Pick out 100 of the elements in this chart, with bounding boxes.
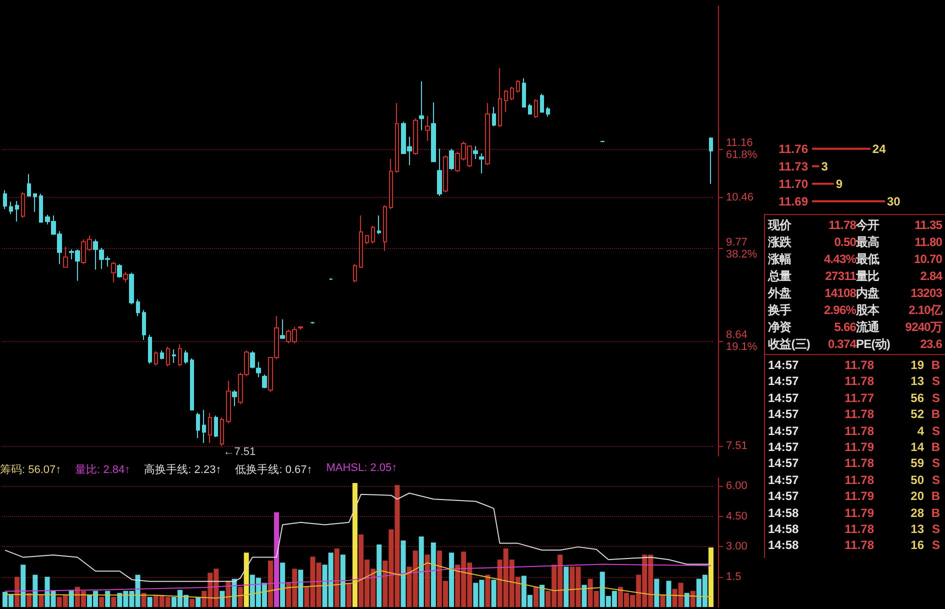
text: 涨幅 [768,251,792,267]
text: 11.79 [844,439,874,456]
text: 10.70 [912,251,942,267]
y-tick-label: 9.77 38.2% [726,236,758,261]
text: 20 [910,488,924,505]
text: 27311 [824,268,856,284]
text: 11.78 [844,455,874,472]
y-tick-label: 11.73 [778,159,808,174]
text: 4 [916,422,924,440]
y-tick-label: 11.70 [778,176,808,191]
text: 5.66 [833,319,856,335]
text: 净资 [768,319,792,335]
text: 14:57 [768,357,800,374]
text: 14:58 [768,537,800,554]
data-label: 30 [887,194,901,208]
y-tick-label: 1.5 [726,570,742,583]
y-tick-label: 10.46 [726,191,754,204]
text: 14:57 [768,373,800,390]
text: 11.78 [844,422,874,440]
text: 11.78 [844,373,874,390]
text: 16 [910,537,924,554]
y-tick-label: 11.76 [778,142,808,156]
text: 11.77 [844,390,874,406]
text: 11.78 [844,521,874,538]
text: 11.78 [844,357,874,374]
text: 最低 [856,251,880,267]
text: 流通 [856,319,880,335]
data-label: 3 [821,159,828,174]
text: S [930,390,940,406]
text: 50 [910,472,924,488]
text: 14:57 [768,439,800,456]
y-tick-label: 11.69 [778,194,808,208]
text: MAHSL: 2.05↑ [326,462,398,476]
text: 11.79 [844,504,874,522]
annotation: ←7.51 [223,446,256,458]
text: 2.96% [822,302,856,318]
text: 2.84 [919,268,942,284]
text: S [930,521,940,538]
text: 59 [910,455,924,472]
text: 14:57 [768,472,800,488]
text: B [930,488,940,505]
text: 13 [910,373,924,390]
text: 量比: 2.84↑ [75,463,130,477]
text: 23.6 [919,336,942,352]
text: S [930,472,940,488]
y-tick-label: 11.16 61.8% [726,136,758,161]
text: 56 [910,390,924,406]
text: 14:57 [768,406,800,423]
text: 52 [910,406,924,423]
text: 最高 [856,234,880,250]
text: 11.35 [914,217,942,233]
text: 14:57 [768,455,800,472]
text: S [930,373,940,390]
text: PE(动) [856,336,892,352]
text: 14:58 [768,504,800,522]
text: 高换手线: 2.23↑ [144,462,222,477]
text: S [930,455,940,472]
text: 13203 [910,285,942,301]
text: 换手 [768,302,792,318]
text: 9240万 [904,319,942,335]
text: B [930,504,940,522]
text: 量比 [856,268,880,284]
text: 内盘 [856,285,880,301]
data-label: 24 [872,142,886,156]
text: 14 [910,439,924,456]
data-label: 9 [836,176,843,191]
y-tick-label: 4.50 [726,510,748,522]
y-tick-label: 7.51 [726,440,748,452]
text: 股本 [856,302,880,318]
y-tick-label: 3.00 [726,540,748,553]
text: 14108 [824,285,856,301]
text: 11.80 [914,234,942,250]
text: B [930,357,940,374]
text: 外盘 [768,285,792,301]
text: 11.78 [844,472,874,488]
text: 0.374 [826,336,856,352]
text: 14:57 [768,390,800,406]
text: 低换手线: 0.67↑ [235,463,312,477]
text: 13 [910,521,924,538]
text: 14:57 [768,422,800,440]
text: 现价 [768,217,792,233]
text: 14:57 [768,488,800,505]
text: 28 [910,504,924,522]
text: 今开 [856,217,880,233]
text: 11.78 [828,217,856,233]
text: S [930,422,940,440]
text: 19 [910,357,924,374]
text: 11.78 [844,406,874,423]
text: 涨跌 [768,234,792,250]
text: 收益(三) [768,336,811,352]
text: 4.43% [822,251,856,267]
text: 0.50 [833,234,856,250]
y-tick-label: 6.00 [726,480,748,492]
y-tick-label: 8.64 19.1% [726,328,758,353]
text: 14:58 [768,521,800,538]
text: B [930,439,940,456]
text: 11.78 [844,537,874,554]
text: 总量 [768,268,792,284]
text: 11.79 [844,488,874,505]
text: 筹码: 56.07↑ [0,463,62,477]
